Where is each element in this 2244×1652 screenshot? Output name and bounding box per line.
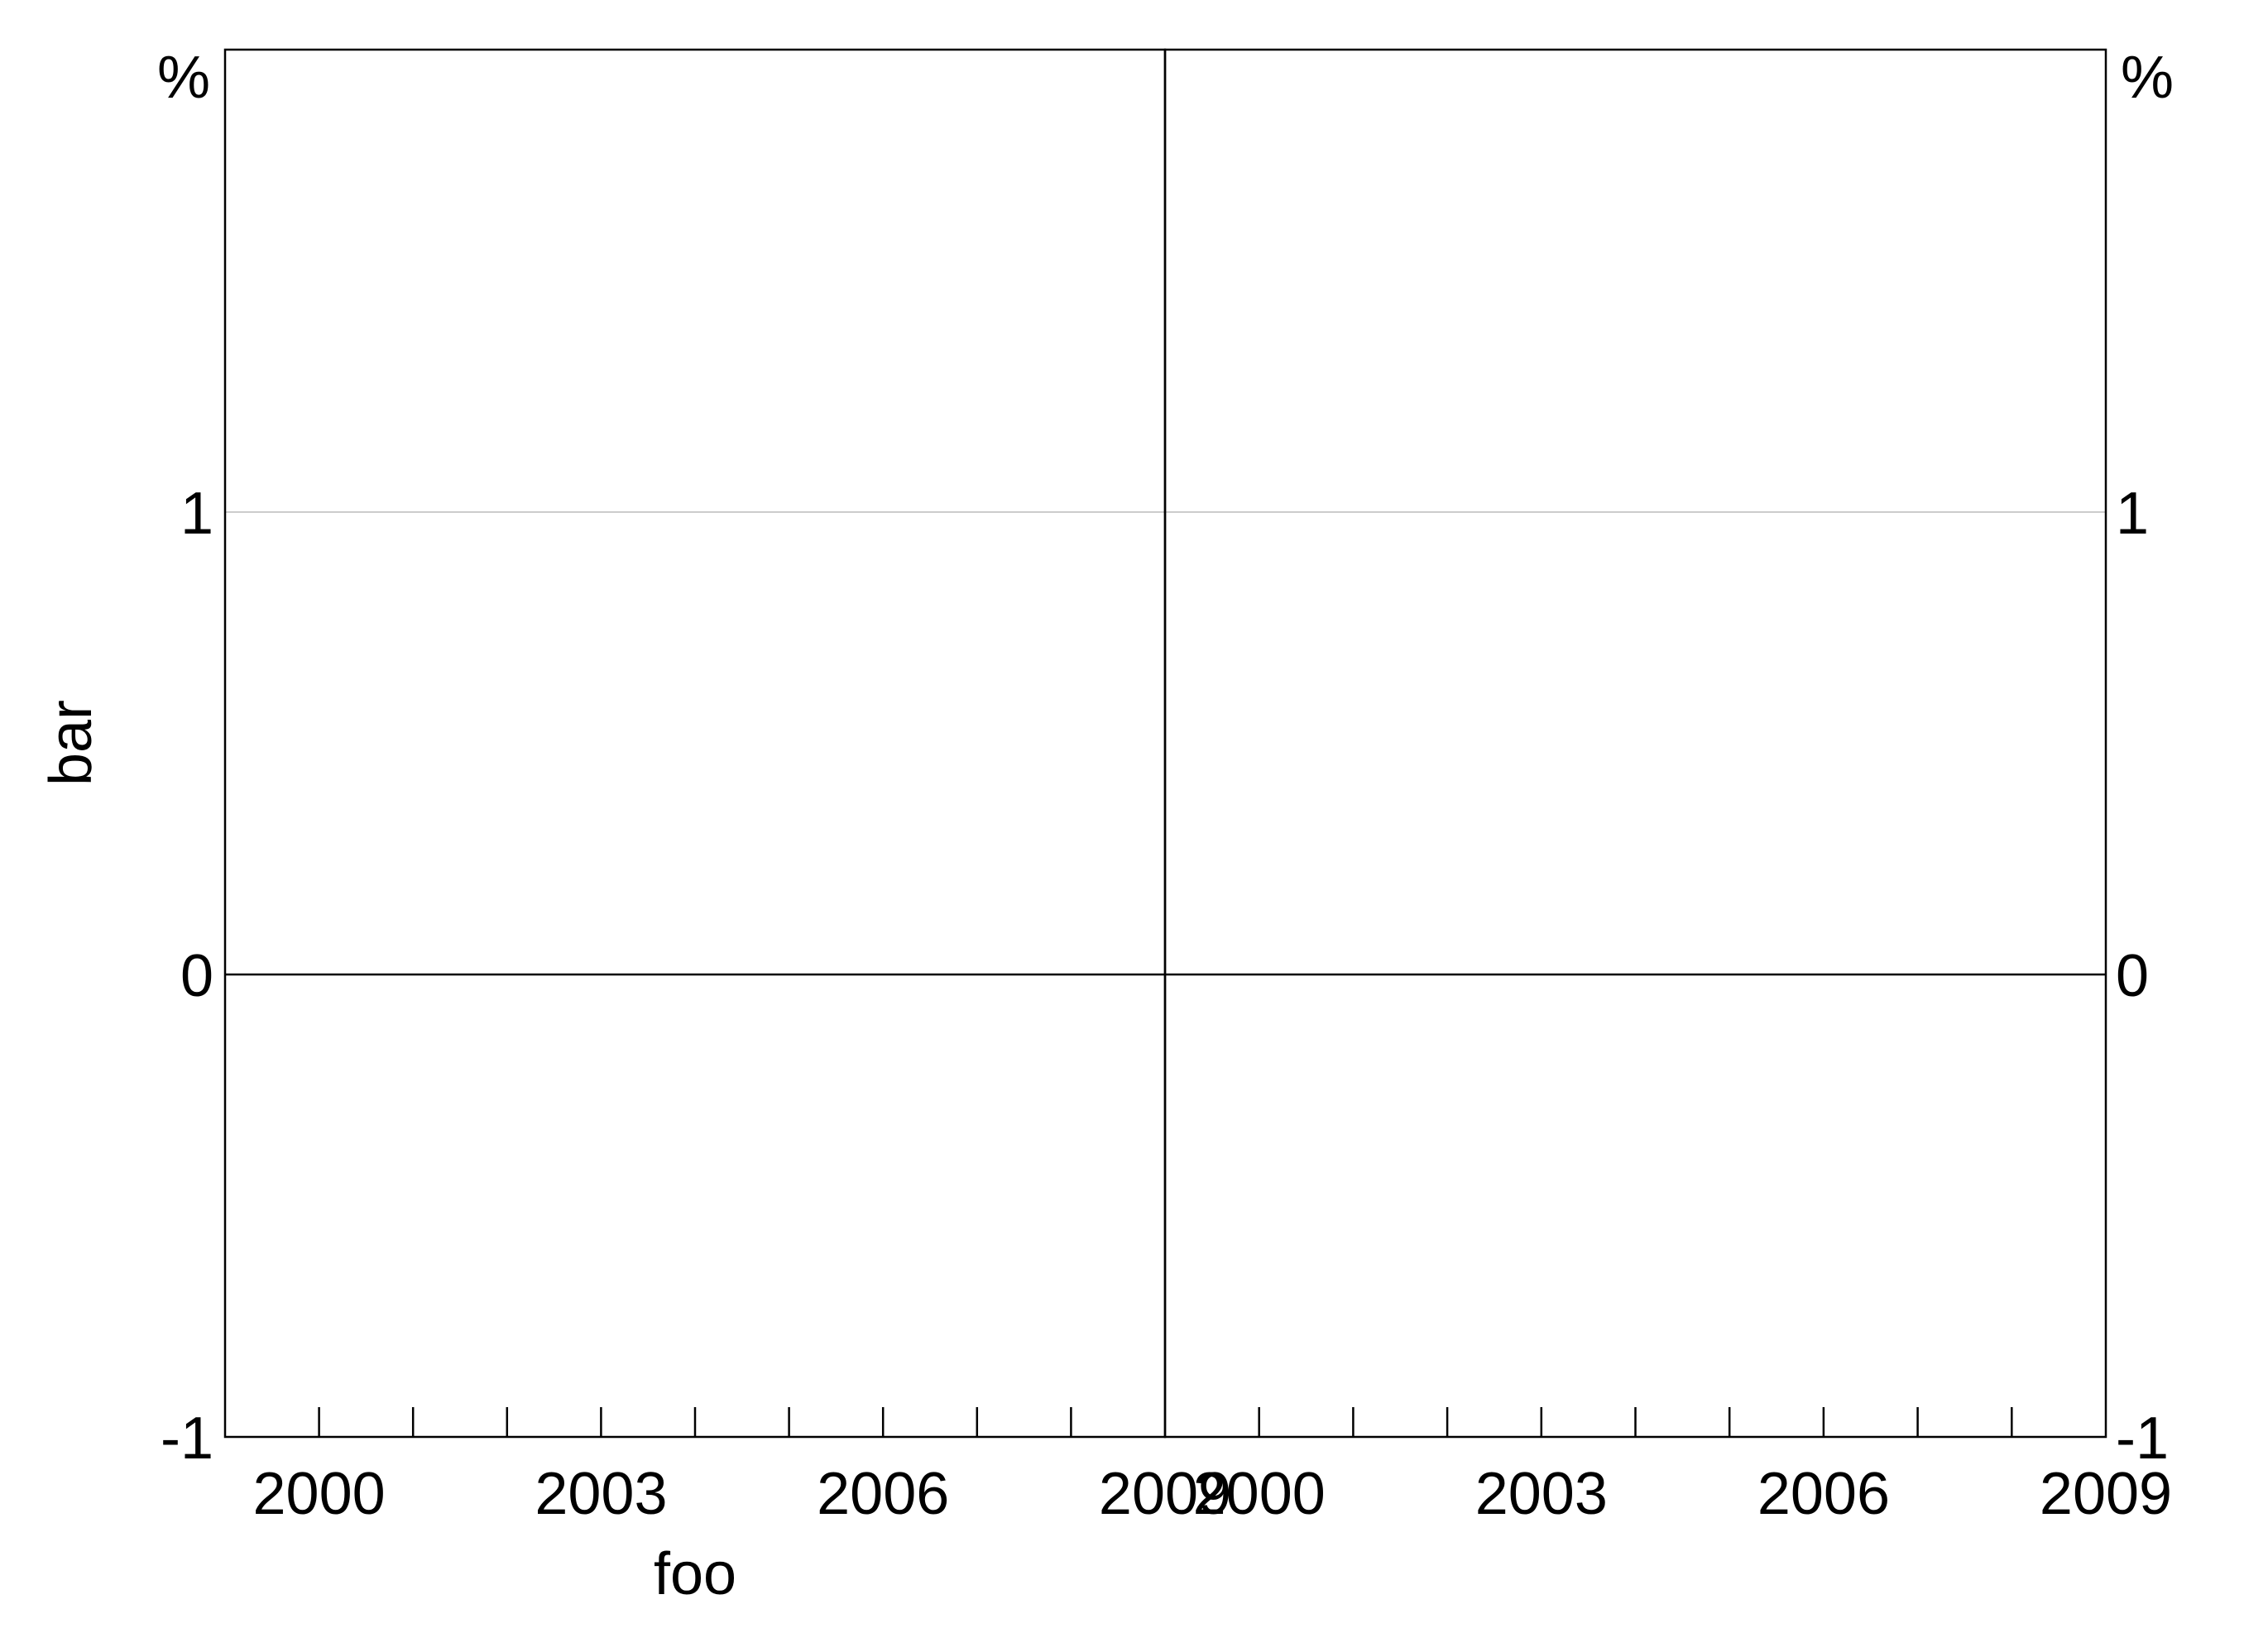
y-tick-label-right: 1: [2116, 481, 2149, 547]
x-tick-label: 2009: [2040, 1461, 2172, 1527]
y-axis-title: bar: [38, 700, 104, 786]
x-tick-label: 2006: [817, 1461, 949, 1527]
ticks: [318, 1407, 2013, 1437]
x-axis-title: foo: [654, 1541, 736, 1607]
y-tick-label-right: 0: [2116, 943, 2149, 1009]
x-tick-label: 2006: [1757, 1461, 1890, 1527]
y-unit-right: %: [2121, 45, 2174, 111]
y-tick-label-left: 1: [180, 481, 213, 547]
x-tick-label: 2000: [1193, 1461, 1326, 1527]
x-tick-label: 2003: [1475, 1461, 1608, 1527]
plot-frame: [223, 48, 2107, 1439]
panel-frame-2: [1163, 48, 2107, 1439]
x-tick-label: 2009: [1099, 1461, 1231, 1527]
y-unit-left: %: [157, 45, 210, 111]
panel-frame-1: [223, 48, 1167, 1439]
y-tick-label-left: 0: [180, 943, 213, 1009]
x-tick-label: 2000: [253, 1461, 386, 1527]
y-tick-label-right: -1: [2116, 1405, 2169, 1472]
y-tick-label-left: -1: [161, 1405, 213, 1472]
x-tick-label: 2003: [535, 1461, 667, 1527]
